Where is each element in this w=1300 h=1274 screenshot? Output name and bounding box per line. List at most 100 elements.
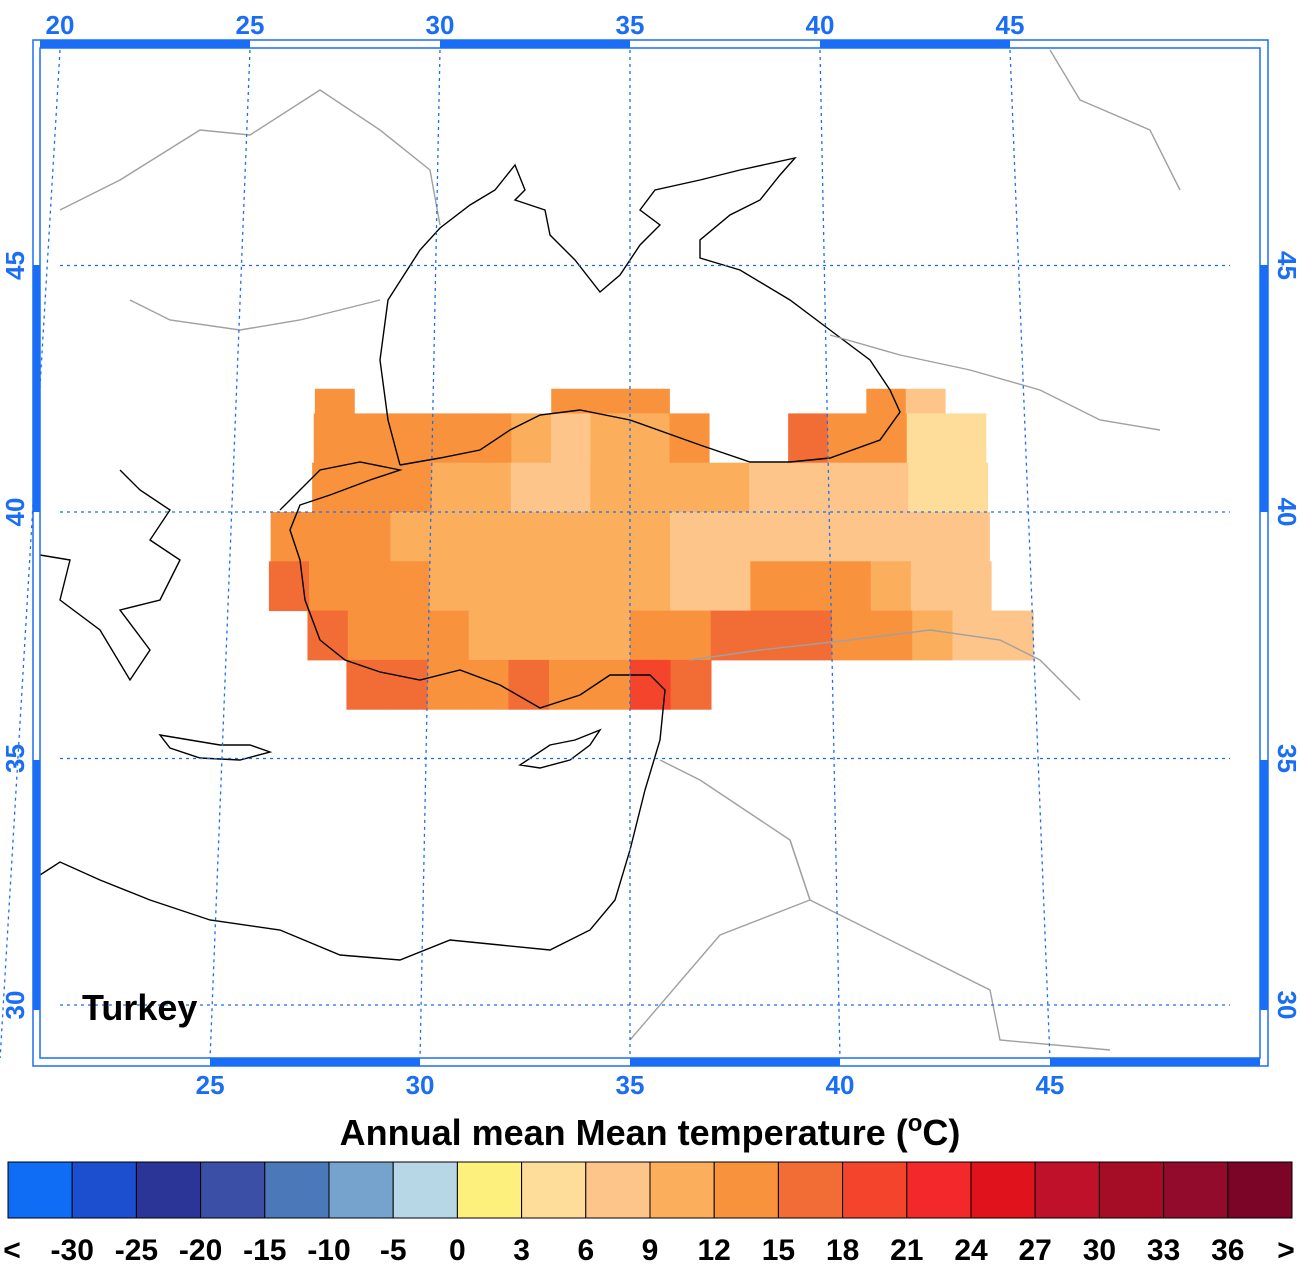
- x-tick-label: 40: [825, 1070, 854, 1100]
- colorbar-bin: [135, 1161, 202, 1219]
- colorbar-label: -25: [115, 1234, 158, 1267]
- temperature-cell: [590, 388, 631, 414]
- frame-bar: [1260, 265, 1268, 512]
- colorbar-bin: [970, 1161, 1036, 1219]
- temperature-cell: [589, 561, 631, 612]
- temperature-cell: [469, 561, 511, 612]
- temperature-cell: [389, 561, 430, 612]
- coastline: [39, 461, 666, 961]
- temperature-cell: [431, 462, 472, 513]
- colorbar-label: 6: [577, 1234, 594, 1267]
- temperature-cell: [392, 413, 433, 464]
- grid-line: [209, 49, 251, 1059]
- temperature-cell: [510, 512, 551, 562]
- data-cells: [268, 388, 1034, 710]
- temperature-cell: [390, 512, 431, 562]
- temperature-cell: [750, 561, 791, 612]
- temperature-cell: [992, 610, 1034, 661]
- temperature-cell: [468, 610, 510, 661]
- colorbar-label: -15: [243, 1234, 286, 1267]
- colorbar-label: 27: [1019, 1234, 1052, 1267]
- frame: [32, 39, 1269, 1067]
- frame-bar: [1050, 1058, 1260, 1066]
- temperature-cell: [870, 561, 912, 612]
- temperature-cell: [388, 610, 429, 661]
- temperature-cell: [590, 462, 631, 513]
- x-tick-label: 35: [616, 10, 645, 40]
- colorbar-label: 33: [1147, 1234, 1180, 1267]
- colorbar-label: 15: [762, 1234, 795, 1267]
- island: [518, 728, 602, 769]
- border: [829, 334, 1161, 431]
- frame-bar: [1260, 760, 1268, 1010]
- temperature-cell: [750, 610, 792, 661]
- frame-bar: [40, 40, 250, 48]
- colorbar: < -30 -25 -20 -15 -10 -5 0 3 6 9 12 15 18 21 24 27 30 33 36…: [3, 1161, 1295, 1267]
- temperature-cell: [430, 512, 471, 562]
- y-tick-label: 40: [1272, 498, 1300, 527]
- temperature-cell: [866, 388, 907, 414]
- colorbar-bin: [392, 1161, 458, 1219]
- temperature-cell: [827, 413, 868, 464]
- colorbar-label: <: [3, 1234, 21, 1267]
- y-tick-label: 30: [0, 991, 30, 1020]
- temperature-cell: [550, 413, 591, 464]
- temperature-cell: [548, 659, 590, 710]
- colorbar-title: Annual mean Mean temperature (oC): [340, 1110, 961, 1153]
- temperature-cell: [630, 413, 671, 464]
- temperature-cell: [467, 659, 509, 710]
- temperature-cell: [829, 512, 871, 562]
- colorbar-bin: [71, 1161, 137, 1219]
- temperature-cell: [669, 462, 710, 513]
- temperature-cell: [871, 610, 913, 661]
- temperature-cell: [549, 610, 591, 661]
- frame-bar: [630, 1058, 840, 1066]
- temperature-cell: [788, 413, 829, 464]
- temperature-cell: [905, 388, 946, 414]
- grid-line: [1009, 49, 1051, 1059]
- temperature-cell: [589, 610, 631, 661]
- x-tick-label: 45: [996, 10, 1025, 40]
- temperature-cell: [949, 512, 990, 562]
- temperature-cell: [830, 561, 872, 612]
- colorbar-bin: [713, 1161, 779, 1219]
- colorbar-bin: [200, 1161, 266, 1219]
- temperature-cell: [471, 413, 512, 464]
- x-tick-label: 30: [406, 1070, 435, 1100]
- colorbar-label: -10: [307, 1234, 350, 1267]
- x-tick-label: 20: [46, 10, 75, 40]
- x-tick-label: 45: [1035, 1070, 1064, 1100]
- temperature-cell: [950, 561, 992, 612]
- temperature-cell: [868, 462, 909, 513]
- temperature-cell: [551, 388, 592, 414]
- frame-bar: [440, 40, 630, 48]
- colorbar-bin: [521, 1161, 587, 1219]
- temperature-cell: [791, 610, 833, 661]
- temperature-cell: [590, 512, 631, 562]
- temperature-cell: [670, 610, 712, 661]
- temperature-cell: [590, 413, 631, 464]
- temperature-cell: [313, 413, 354, 464]
- border: [789, 839, 1111, 1051]
- temperature-cell: [353, 413, 394, 464]
- temperature-cell: [427, 659, 469, 710]
- colorbar-bin: [328, 1161, 394, 1219]
- temperature-cell: [947, 462, 989, 513]
- island: [158, 734, 273, 761]
- temperature-cell: [946, 413, 987, 464]
- colorbar-label: 12: [698, 1234, 731, 1267]
- temperature-cell: [310, 512, 352, 562]
- temperature-cell: [307, 610, 349, 661]
- temperature-cell: [347, 610, 389, 661]
- colorbar-label: 18: [826, 1234, 859, 1267]
- temperature-cell: [630, 610, 671, 661]
- temperature-cell: [314, 388, 355, 414]
- temperature-cell: [709, 512, 751, 562]
- temperature-cell: [471, 462, 512, 513]
- temperature-cell: [670, 659, 712, 710]
- y-tick-label: 30: [1272, 991, 1300, 1020]
- x-tick-label: 25: [196, 1070, 225, 1100]
- temperature-cell: [630, 462, 671, 513]
- temperature-cell: [630, 388, 670, 414]
- temperature-cell: [630, 512, 671, 562]
